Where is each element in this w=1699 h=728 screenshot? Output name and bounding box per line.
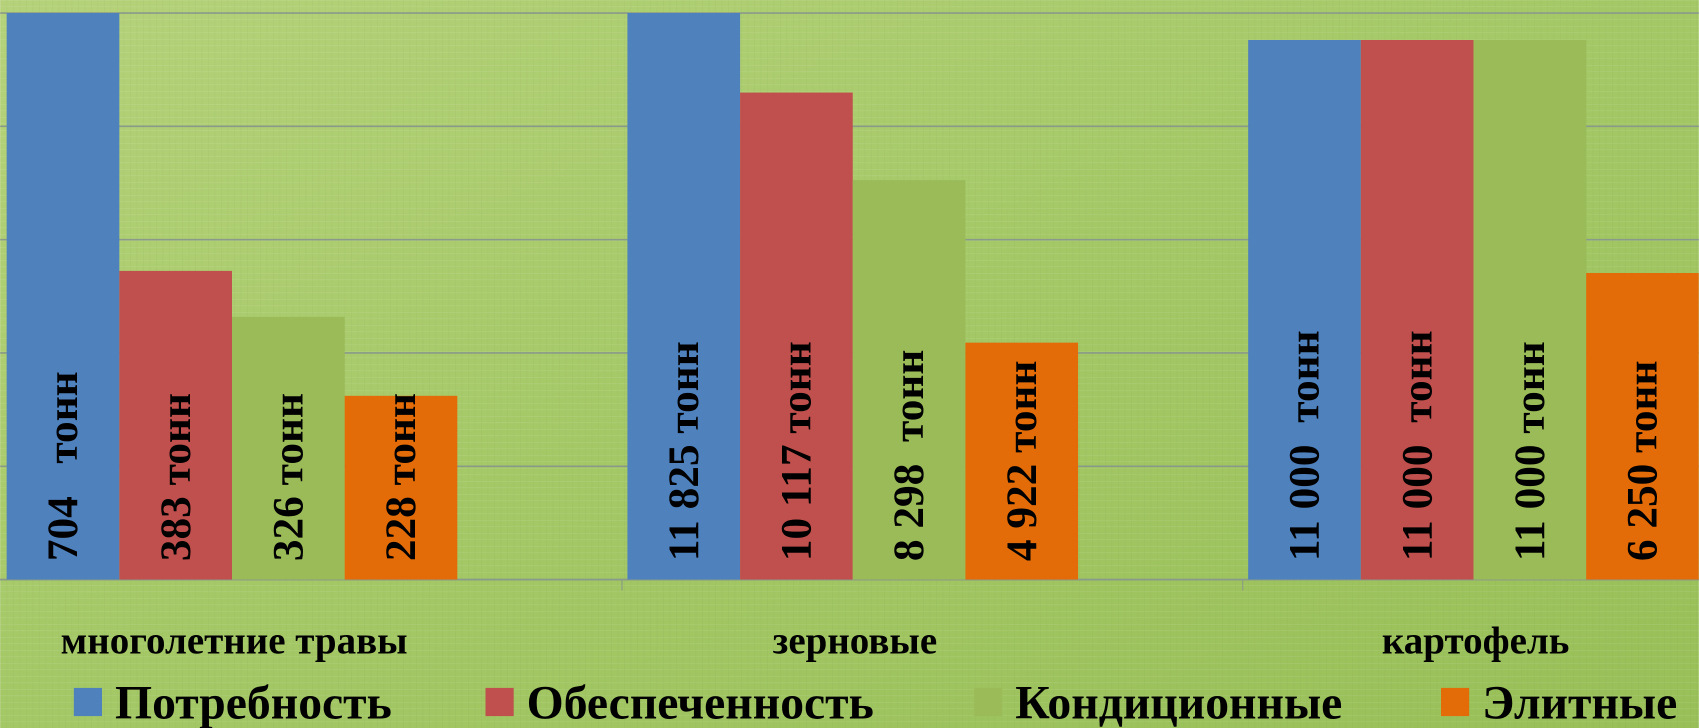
data-label: 8 298 тонн xyxy=(885,350,933,561)
data-label: 704 тонн xyxy=(39,371,87,561)
data-label: 11 000 тонн xyxy=(1506,341,1554,561)
legend-label: Потребность xyxy=(115,677,392,728)
legend-label: Элитные xyxy=(1482,677,1677,728)
bar xyxy=(119,270,232,580)
bar xyxy=(852,180,966,580)
data-label: 11 000 тонн xyxy=(1393,330,1441,561)
legend-swatch xyxy=(485,687,514,717)
data-label: 11 825 тонн xyxy=(660,341,708,561)
data-label: 10 117 тонн xyxy=(773,341,821,561)
bar xyxy=(232,316,345,580)
legend-swatch xyxy=(1441,687,1470,717)
bar xyxy=(1248,39,1361,580)
legend-label: Обеспеченность xyxy=(527,677,874,728)
bar xyxy=(965,342,1079,580)
bar xyxy=(1473,39,1587,580)
data-label: 11 000 тонн xyxy=(1281,330,1329,561)
legend-swatch xyxy=(73,687,102,717)
bar xyxy=(740,92,853,580)
data-label: 4 922 тонн xyxy=(998,361,1046,562)
data-label: 326 тонн xyxy=(264,393,312,561)
bar xyxy=(6,13,120,580)
bar xyxy=(344,395,458,580)
data-label: 6 250 тонн xyxy=(1619,361,1667,562)
legend-swatch xyxy=(974,687,1003,717)
bar xyxy=(627,13,741,580)
legend-label: Кондиционные xyxy=(1015,677,1342,728)
x-tick-label: многолетние травы xyxy=(61,619,408,662)
bar xyxy=(1586,272,1699,580)
data-label: 383 тонн xyxy=(152,393,200,561)
bar xyxy=(1360,39,1474,580)
data-label: 228 тонн xyxy=(377,393,425,561)
x-tick-label: зерновые xyxy=(773,619,938,662)
x-tick-label: картофель xyxy=(1382,619,1570,662)
